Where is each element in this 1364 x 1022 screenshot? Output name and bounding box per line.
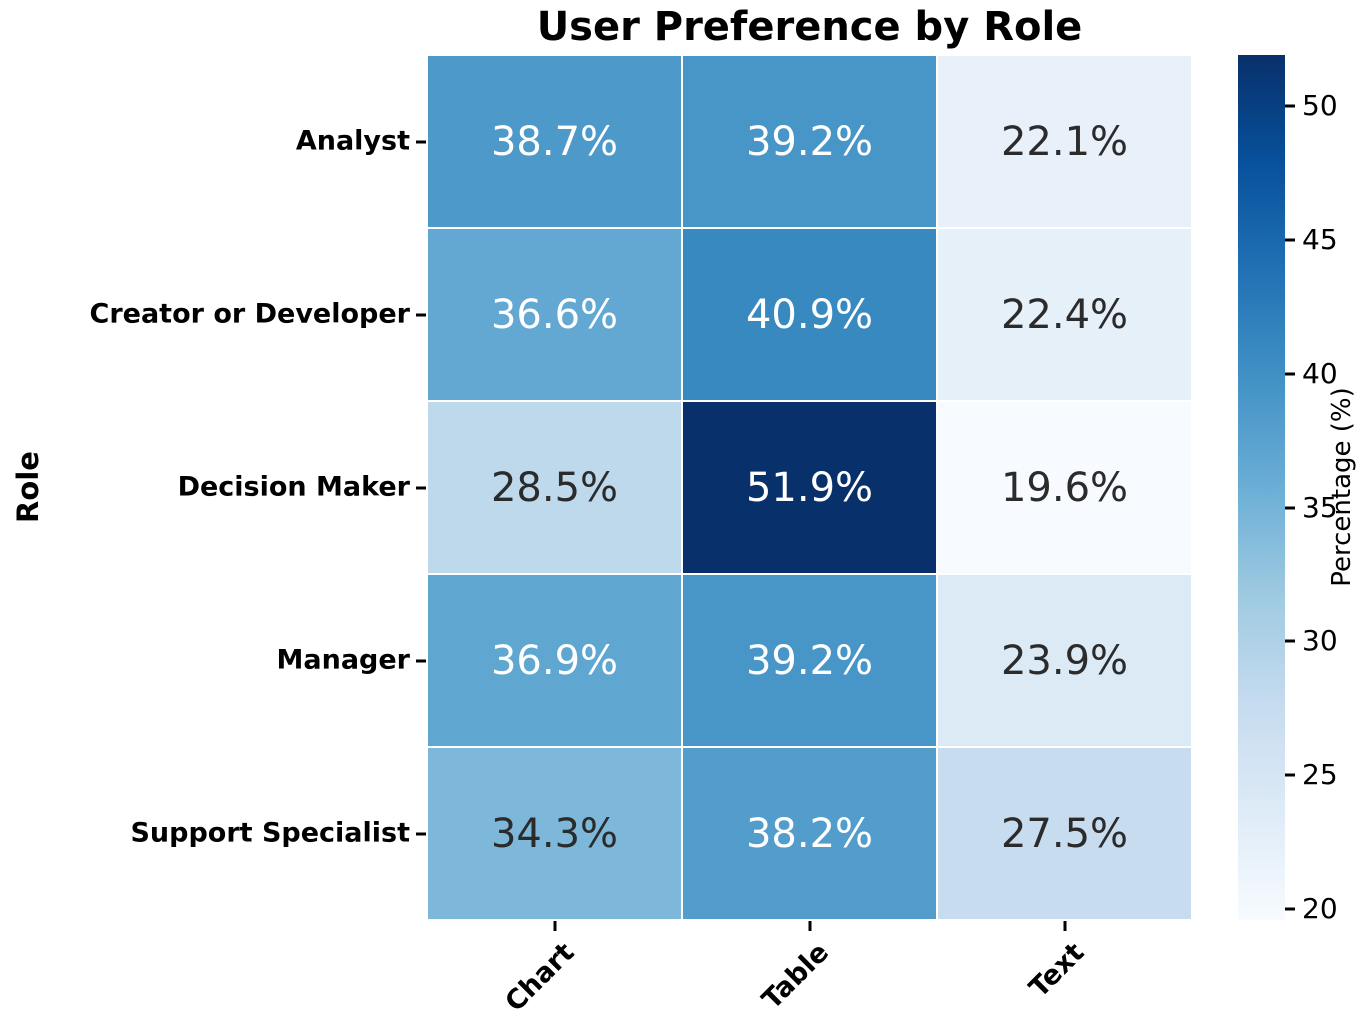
- y-tick-mark: [416, 140, 426, 143]
- heatmap-cell-4-2: 27.5%: [937, 747, 1192, 920]
- colorbar-tick-label-35: 35: [1302, 490, 1338, 524]
- heatmap-cell-1-0: 36.6%: [427, 228, 682, 401]
- heatmap-cell-1-1: 40.9%: [682, 228, 937, 401]
- colorbar-tick-label-30: 30: [1302, 624, 1338, 658]
- colorbar-tick-mark: [1285, 238, 1295, 242]
- colorbar-tick-mark: [1285, 506, 1295, 510]
- x-tick-mark: [808, 921, 811, 931]
- heatmap-cell-1-2: 22.4%: [937, 228, 1192, 401]
- chart-title: User Preference by Role: [536, 4, 1083, 50]
- heatmap-cell-4-0: 34.3%: [427, 747, 682, 920]
- x-tick-label-text: Text: [1023, 937, 1091, 1004]
- y-tick-label-2: Decision Maker: [177, 470, 410, 502]
- x-tick-mark: [1063, 921, 1066, 931]
- heatmap-cell-0-2: 22.1%: [937, 55, 1192, 228]
- heatmap-cell-3-2: 23.9%: [937, 574, 1192, 747]
- colorbar-tick-label-20: 20: [1302, 892, 1338, 926]
- y-tick-mark: [416, 659, 426, 662]
- heatmap-cell-4-1: 38.2%: [682, 747, 937, 920]
- colorbar-tick-label-25: 25: [1302, 758, 1338, 792]
- colorbar-tick-label-40: 40: [1302, 356, 1338, 390]
- colorbar-tick-label-45: 45: [1302, 222, 1338, 256]
- y-tick-label-1: Creator or Developer: [89, 297, 411, 329]
- colorbar-tick-mark: [1285, 372, 1295, 376]
- y-tick-label-3: Manager: [276, 643, 410, 675]
- colorbar-tick-mark: [1285, 907, 1295, 911]
- heatmap-cell-3-0: 36.9%: [427, 574, 682, 747]
- heatmap-cell-0-0: 38.7%: [427, 55, 682, 228]
- colorbar-tick-mark: [1285, 104, 1295, 108]
- colorbar-label: Percentage (%): [1327, 387, 1357, 587]
- heatmap-grid: 38.7% 39.2% 22.1% 36.6% 40.9% 22.4% 28.5% 51.9%…: [427, 55, 1192, 920]
- x-tick-label-text: Table: [756, 937, 836, 1016]
- colorbar-gradient: [1238, 55, 1285, 920]
- x-tick-label-text: Chart: [499, 937, 581, 1018]
- y-tick-mark: [416, 832, 426, 835]
- y-tick-label-4: Support Specialist: [130, 816, 410, 848]
- colorbar-tick-label-50: 50: [1302, 88, 1338, 122]
- colorbar-tick-mark: [1285, 639, 1295, 643]
- y-tick-mark: [416, 486, 426, 489]
- colorbar-tick-mark: [1285, 773, 1295, 777]
- heatmap-cell-3-1: 39.2%: [682, 574, 937, 747]
- y-tick-label-0: Analyst: [295, 124, 410, 156]
- heatmap-cell-2-1: 51.9%: [682, 401, 937, 574]
- y-tick-mark: [416, 313, 426, 316]
- heatmap-cell-2-0: 28.5%: [427, 401, 682, 574]
- heatmap-cell-0-1: 39.2%: [682, 55, 937, 228]
- heatmap-cell-2-2: 19.6%: [937, 401, 1192, 574]
- x-tick-mark: [553, 921, 556, 931]
